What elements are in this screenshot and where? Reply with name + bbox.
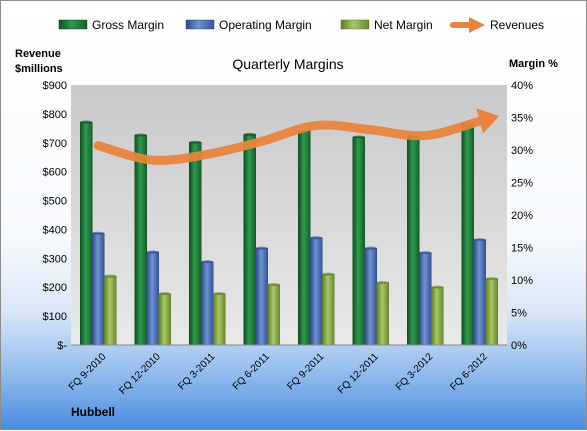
operating-margin-bar (201, 261, 214, 346)
net-margin-bar-top (431, 285, 444, 289)
category-label: FQ 9-2010 (67, 351, 109, 393)
left-tick-label: $800 (43, 109, 67, 121)
operating-margin-bar (310, 237, 323, 346)
operating-margin-bar-top (473, 238, 486, 242)
operating-margin-bar (255, 247, 268, 346)
bars-layer (80, 120, 498, 346)
gross-margin-bar-top (352, 135, 365, 139)
right-tick-label: 35% (511, 113, 533, 125)
category-label: FQ 12-2010 (117, 351, 163, 397)
category-labels: FQ 9-2010 FQ 12-2010 FQ 3-2011 FQ 6-2011 FQ … (67, 351, 490, 397)
legend-item-revenues: Revenues (450, 17, 544, 33)
gross-margin-bar (134, 134, 147, 346)
operating-margin-bar-top (146, 250, 159, 254)
operating-margin-bar (364, 247, 377, 346)
right-axis-ticks: 0% 5% 10% 15% 20% 25% 30% 35% 40% (511, 80, 533, 352)
net-margin-bar-top (267, 283, 280, 287)
left-tick-label: $200 (43, 282, 67, 294)
net-margin-bar-top (104, 274, 117, 278)
left-tick-label: $500 (43, 196, 67, 208)
gross-margin-bar (407, 135, 420, 346)
operating-margin-bar (419, 252, 432, 346)
operating-margin-bar (473, 239, 486, 346)
net-margin-bar (485, 278, 498, 346)
net-margin-bar-top (485, 277, 498, 281)
operating-margin-bar-top (419, 251, 432, 255)
legend-arrow-head-icon (469, 17, 485, 33)
right-tick-label: 20% (511, 210, 533, 222)
legend-label-operating-margin: Operating Margin (219, 18, 312, 32)
gross-margin-bar (80, 121, 93, 346)
right-tick-label: 25% (511, 178, 533, 190)
net-margin-bar (213, 293, 226, 346)
revenues-line (93, 116, 485, 165)
net-margin-bar (158, 293, 171, 346)
right-tick-label: 0% (511, 340, 527, 352)
gross-margin-bar (352, 136, 365, 346)
left-tick-label: $700 (43, 138, 67, 150)
left-axis-ticks: $- $100 $200 $300 $400 $500 $600 $700 $800 $900 (43, 80, 68, 352)
footer-company-label: Hubbell (71, 405, 115, 419)
right-axis-title: Margin % (509, 58, 558, 70)
right-tick-label: 40% (511, 80, 533, 92)
legend-label-revenues: Revenues (490, 18, 544, 32)
gross-margin-bar-top (134, 133, 147, 137)
left-tick-label: $900 (43, 80, 67, 92)
revenue-line-layer (93, 108, 500, 165)
net-margin-bar-top (322, 272, 335, 276)
net-margin-bar (376, 282, 389, 346)
chart-title: Quarterly Margins (232, 56, 343, 72)
legend-item-operating-margin: Operating Margin (185, 18, 312, 32)
category-label: FQ 6-2011 (231, 351, 272, 392)
right-tick-label: 5% (511, 308, 527, 320)
gross-margin-bar-top (189, 140, 202, 144)
operating-margin-bar-top (364, 246, 377, 250)
left-tick-label: $100 (43, 311, 67, 323)
left-axis-title-line1: Revenue (15, 48, 61, 60)
gross-margin-bar (298, 130, 311, 346)
net-margin-bar-top (376, 281, 389, 285)
left-tick-label: $- (57, 340, 67, 352)
left-tick-label: $400 (43, 224, 67, 236)
right-tick-label: 30% (511, 145, 533, 157)
left-axis-title-line2: $millions (15, 63, 63, 75)
net-margin-bar (322, 273, 335, 346)
category-label: FQ 3-2011 (176, 351, 217, 392)
operating-margin-bar-top (92, 231, 105, 235)
category-label: FQ 3-2012 (394, 351, 436, 393)
legend-label-net-margin: Net Margin (374, 18, 433, 32)
operating-margin-bar-top (310, 236, 323, 240)
net-margin-bar (267, 284, 280, 346)
net-margin-bar (104, 275, 117, 346)
operating-margin-bar (146, 251, 159, 346)
gross-margin-bar-top (243, 132, 256, 136)
gross-margin-bar (189, 141, 202, 346)
revenues-arrow-head-icon (476, 108, 500, 134)
category-label: FQ 6-2012 (448, 351, 490, 393)
gross-margin-bar (461, 123, 474, 346)
legend-label-gross-margin: Gross Margin (92, 18, 164, 32)
net-margin-bar-top (158, 292, 171, 296)
category-label: FQ 12-2011 (336, 351, 381, 396)
operating-margin-bar-top (201, 260, 214, 264)
legend: Gross Margin Operating Margin Net Margin… (58, 17, 544, 33)
gross-margin-bar (243, 134, 256, 346)
gross-margin-bar-top (80, 120, 93, 124)
left-tick-label: $600 (43, 167, 67, 179)
right-tick-label: 15% (511, 243, 533, 255)
left-tick-label: $300 (43, 253, 67, 265)
right-tick-label: 10% (511, 275, 533, 287)
legend-item-net-margin: Net Margin (340, 18, 433, 32)
category-label: FQ 9-2011 (285, 351, 326, 392)
net-margin-bar-top (213, 292, 226, 296)
legend-item-gross-margin: Gross Margin (58, 18, 164, 32)
net-margin-bar (431, 286, 444, 346)
operating-margin-bar-top (255, 246, 268, 250)
operating-margin-bar (92, 232, 105, 346)
